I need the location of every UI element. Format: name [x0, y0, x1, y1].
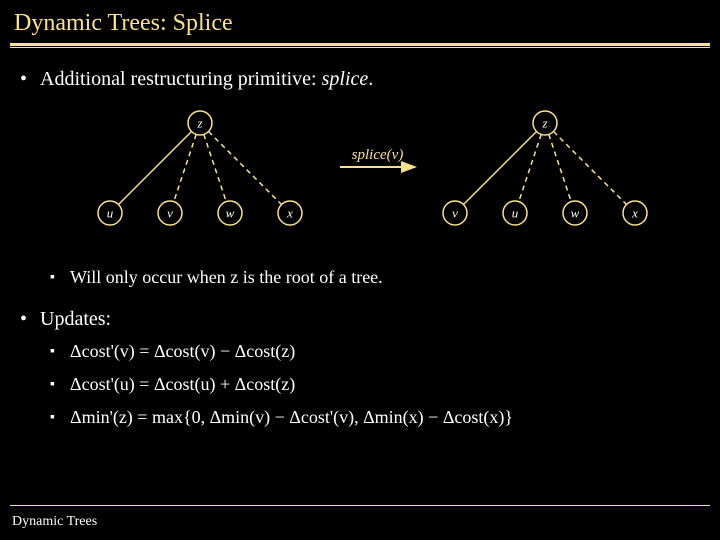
- bullet-primitive-text: Additional restructuring primitive:: [40, 68, 322, 90]
- bullet-updates: Updates:: [0, 304, 720, 335]
- equation-cost-v: Δcost'(v) = Δcost(v) − Δcost(z): [0, 335, 720, 368]
- svg-text:z: z: [541, 116, 547, 131]
- equation-cost-u: Δcost'(u) = Δcost(u) + Δcost(z): [0, 368, 720, 401]
- svg-text:w: w: [226, 206, 235, 221]
- svg-text:z: z: [196, 116, 202, 131]
- svg-text:x: x: [286, 206, 293, 221]
- svg-text:splice(v): splice(v): [352, 147, 404, 163]
- left-tree: z u v w x: [98, 111, 302, 225]
- bullet-primitive-em: splice: [322, 68, 369, 90]
- splice-arrow-group: splice(v): [340, 147, 415, 167]
- svg-text:u: u: [512, 206, 519, 221]
- bullet-primitive: Additional restructuring primitive: spli…: [0, 64, 720, 95]
- bullet-root-condition: Will only occur when z is the root of a …: [0, 261, 720, 294]
- slide-title: Dynamic Trees: Splice: [0, 0, 720, 43]
- svg-text:u: u: [107, 206, 114, 221]
- footer-rule: [10, 505, 710, 506]
- content-area: Additional restructuring primitive: spli…: [0, 48, 720, 434]
- equation-min-z: Δmin'(z) = max{0, Δmin(v) − Δcost'(v), Δ…: [0, 401, 720, 434]
- svg-text:x: x: [631, 206, 638, 221]
- footer-text: Dynamic Trees: [12, 514, 97, 530]
- splice-diagram: z u v w x z v u w x splice(v): [0, 103, 720, 253]
- svg-text:v: v: [167, 206, 173, 221]
- svg-text:v: v: [452, 206, 458, 221]
- diagram-svg: z u v w x z v u w x splice(v): [0, 103, 720, 253]
- right-tree: z v u w x: [443, 111, 647, 225]
- bullet-primitive-tail: .: [368, 68, 373, 90]
- svg-text:w: w: [571, 206, 580, 221]
- title-rule-thick: [10, 43, 710, 46]
